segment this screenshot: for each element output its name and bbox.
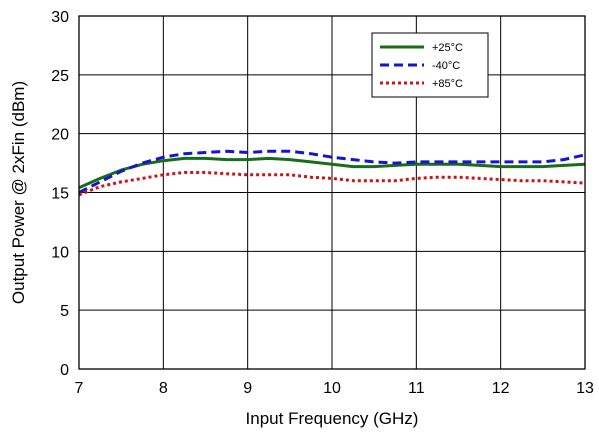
y-tick-label: 25: [51, 68, 69, 85]
legend-label: +85°C: [432, 78, 463, 90]
y-axis-title: Output Power @ 2xFin (dBm): [9, 81, 28, 304]
y-tick-label: 0: [60, 362, 69, 379]
y-tick-label: 15: [51, 186, 69, 203]
y-axis-tick-labels: 0 5 10 15 20 25 30: [51, 9, 69, 379]
x-tick-label: 12: [492, 380, 510, 397]
y-tick-label: 10: [51, 244, 69, 261]
x-tick-label: 10: [323, 380, 341, 397]
legend-label: -40°C: [432, 60, 460, 72]
x-tick-label: 7: [75, 380, 84, 397]
legend-label: +25°C: [432, 42, 463, 54]
y-tick-label: 5: [60, 303, 69, 320]
x-axis-tick-labels: 7 8 9 10 11 12 13: [75, 380, 594, 397]
y-tick-label: 20: [51, 127, 69, 144]
y-tick-label: 30: [51, 9, 69, 26]
x-tick-label: 11: [408, 380, 425, 397]
x-tick-label: 9: [243, 380, 252, 397]
series-line-2: [78, 171, 586, 197]
series-line-0: [78, 156, 586, 190]
series-lines: [78, 149, 586, 197]
series-line-1: [78, 149, 586, 194]
legend-box: [371, 32, 489, 98]
x-tick-label: 13: [576, 380, 594, 397]
x-axis-title: Input Frequency (GHz): [246, 409, 419, 428]
legend: +25°C -40°C +85°C: [371, 32, 489, 98]
plot-area-frame: [78, 15, 586, 370]
x-tick-label: 8: [159, 380, 168, 397]
